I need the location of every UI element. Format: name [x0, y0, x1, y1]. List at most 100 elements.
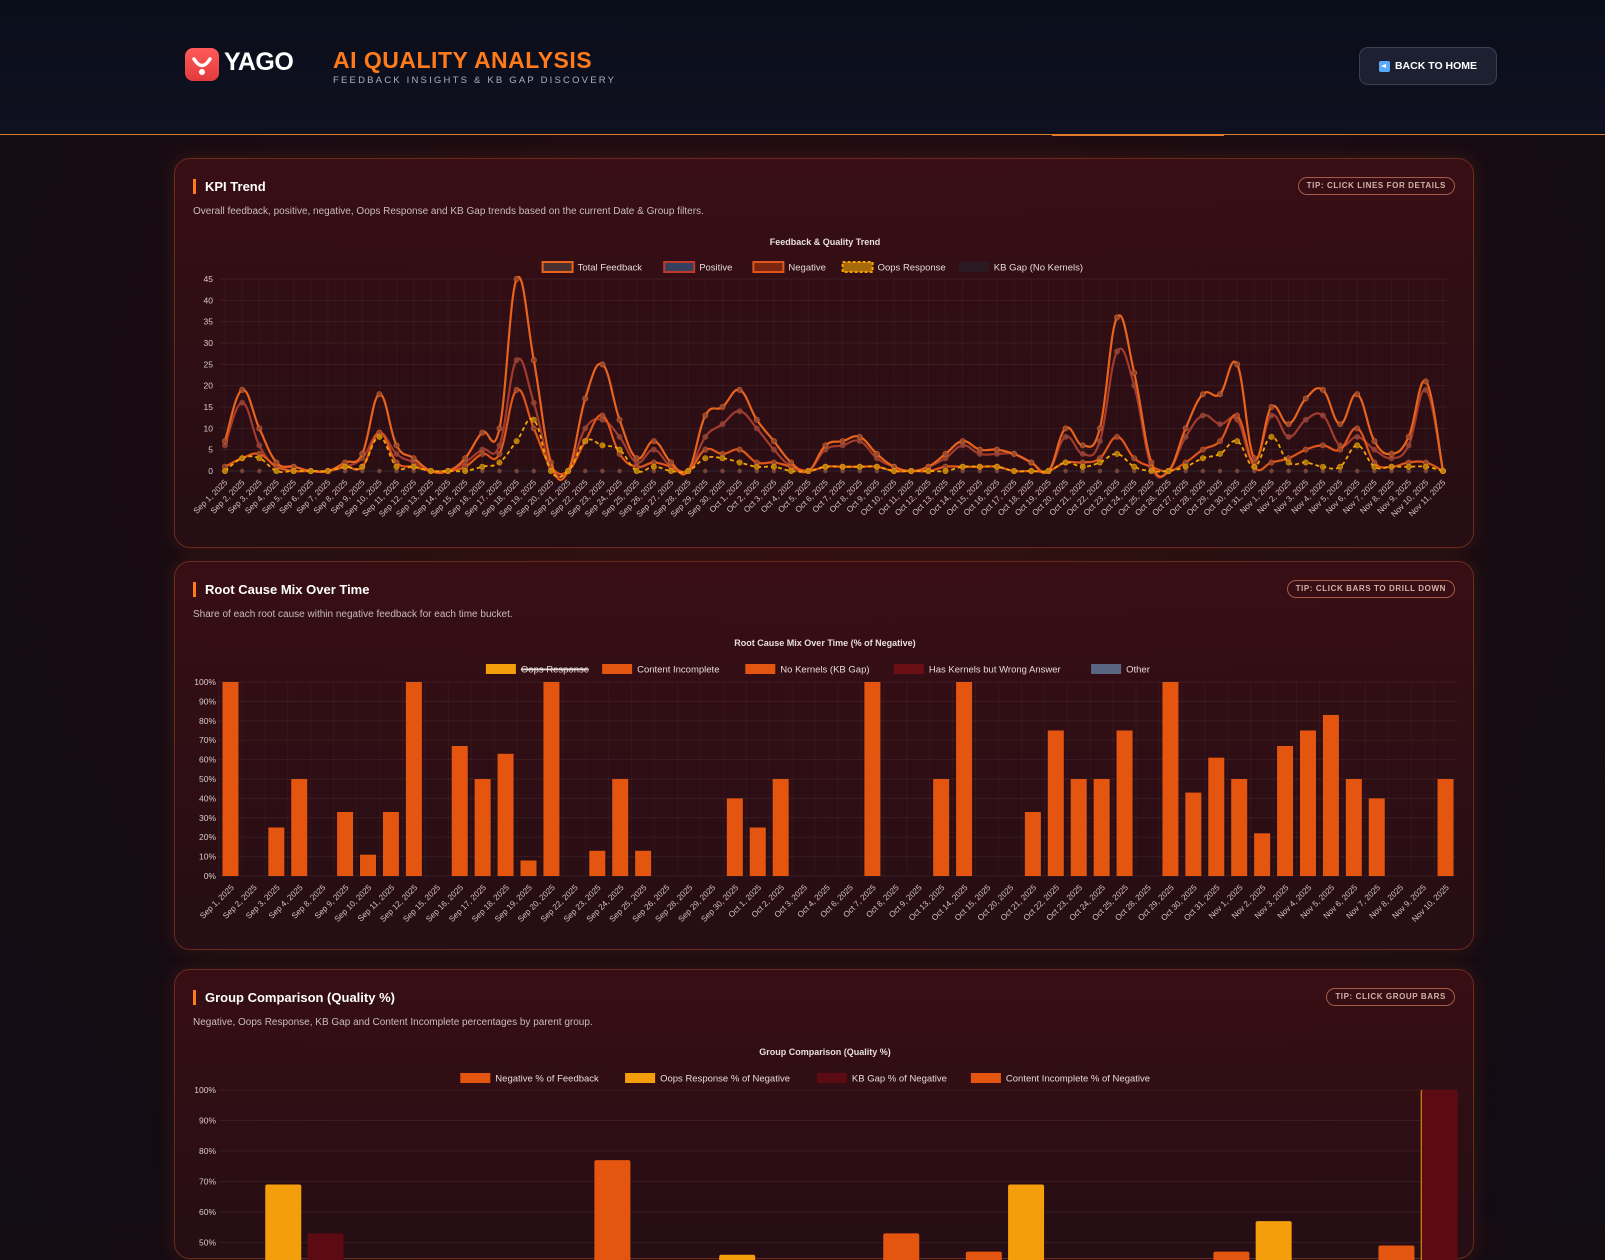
data-point [513, 276, 520, 283]
data-point [839, 463, 846, 470]
feedback-quality-trend-chart[interactable]: Feedback & Quality Trend Total Feedback Po… [175, 159, 1475, 549]
legend-item[interactable]: Other [1091, 664, 1150, 676]
kpi-trend-card: KPI Trend Overall feedback, positive, ne… [174, 158, 1474, 548]
data-point [719, 467, 726, 474]
legend-item[interactable]: KB Gap % of Negative [816, 1073, 947, 1085]
data-point [1251, 463, 1258, 470]
y-tick-label: 10% [199, 852, 216, 862]
data-point [719, 421, 726, 428]
y-tick-label: 0% [204, 871, 217, 881]
legend-item[interactable]: Content Incomplete % of Negative [970, 1073, 1150, 1085]
chart-title: Root Cause Mix Over Time (% of Negative) [734, 638, 915, 648]
data-point [256, 442, 263, 449]
data-point [530, 399, 537, 406]
data-point [1131, 463, 1138, 470]
data-point [324, 467, 331, 474]
data-point [925, 467, 932, 474]
legend-item[interactable]: Oops Response % of Negative [625, 1073, 790, 1085]
legend-item[interactable]: Negative [752, 261, 826, 274]
data-point [1319, 386, 1326, 393]
data-point [736, 459, 743, 466]
data-point [650, 463, 657, 470]
data-point [719, 403, 726, 410]
data-point [1337, 446, 1344, 453]
bar [1116, 730, 1133, 876]
data-point [462, 455, 469, 462]
bar [1213, 1251, 1250, 1260]
legend-item[interactable]: Oops Response [841, 261, 946, 274]
bar [1024, 811, 1041, 876]
data-point [513, 467, 520, 474]
data-point [1388, 463, 1395, 470]
bar [1047, 730, 1064, 876]
bar [594, 1160, 631, 1260]
data-point [1114, 314, 1121, 321]
legend-label: No Kernels (KB Gap) [780, 665, 869, 676]
legend-item[interactable]: Negative % of Feedback [460, 1073, 599, 1085]
tip-badge: TIP: CLICK LINES FOR DETAILS [1297, 177, 1455, 195]
data-point [1062, 459, 1069, 466]
data-point [1148, 459, 1155, 466]
data-point [788, 467, 795, 474]
legend-item[interactable]: KB Gap (No Kernels) [958, 262, 1083, 274]
data-point [1216, 391, 1223, 398]
data-point [530, 467, 537, 474]
data-point [479, 450, 486, 457]
data-point [256, 425, 263, 432]
data-point [547, 467, 554, 474]
legend-item[interactable]: Oops Response [485, 664, 589, 676]
root-cause-mix-chart[interactable]: Root Cause Mix Over Time (% of Negative)… [175, 562, 1475, 951]
data-point [719, 455, 726, 462]
bar [265, 1184, 302, 1260]
data-point [1388, 450, 1395, 457]
legend-item[interactable]: No Kernels (KB Gap) [745, 664, 870, 676]
data-point [1354, 442, 1361, 449]
data-point [513, 386, 520, 393]
data-point [1062, 467, 1069, 474]
legend-swatch [841, 261, 874, 273]
y-tick-label: 0 [208, 466, 213, 476]
bar [1231, 779, 1248, 876]
data-point [1422, 386, 1429, 393]
yago-logo-icon [185, 48, 219, 81]
bar [382, 811, 399, 876]
card-description: Overall feedback, positive, negative, Oo… [193, 206, 704, 217]
data-point [616, 433, 623, 440]
data-point [1337, 421, 1344, 428]
legend-swatch [745, 664, 776, 674]
data-point [1319, 412, 1326, 419]
legend-swatch [970, 1073, 1001, 1083]
data-point [565, 467, 572, 474]
y-tick-label: 50% [199, 1238, 216, 1248]
data-point [496, 425, 503, 432]
legend-item[interactable]: Total Feedback [541, 261, 643, 274]
group-comparison-chart[interactable]: Group Comparison (Quality %) Negative % o… [175, 970, 1475, 1260]
y-tick-label: 35 [204, 317, 214, 327]
legend-item[interactable]: Positive [663, 261, 732, 274]
legend-item[interactable]: Has Kernels but Wrong Answer [893, 664, 1061, 676]
card-description: Negative, Oops Response, KB Gap and Cont… [193, 1017, 593, 1028]
data-point [256, 467, 263, 474]
data-point [239, 399, 246, 406]
legend-swatch [663, 261, 696, 273]
data-point [959, 438, 966, 445]
data-point [239, 455, 246, 462]
y-tick-label: 100% [194, 1085, 216, 1095]
data-point [616, 467, 623, 474]
back-to-home-button[interactable]: BACK TO HOME [1359, 47, 1497, 85]
data-point [1199, 455, 1206, 462]
data-point [1285, 433, 1292, 440]
data-point [1079, 463, 1086, 470]
y-tick-label: 5 [208, 445, 213, 455]
data-point [1216, 450, 1223, 457]
data-point [839, 438, 846, 445]
y-tick-label: 50% [199, 774, 216, 784]
data-point [702, 412, 709, 419]
legend-item[interactable]: Content Incomplete [602, 664, 719, 676]
legend-swatch [625, 1073, 656, 1083]
bar [726, 798, 743, 876]
data-point [1199, 446, 1206, 453]
data-point [582, 438, 589, 445]
data-point [702, 446, 709, 453]
data-point [342, 463, 349, 470]
